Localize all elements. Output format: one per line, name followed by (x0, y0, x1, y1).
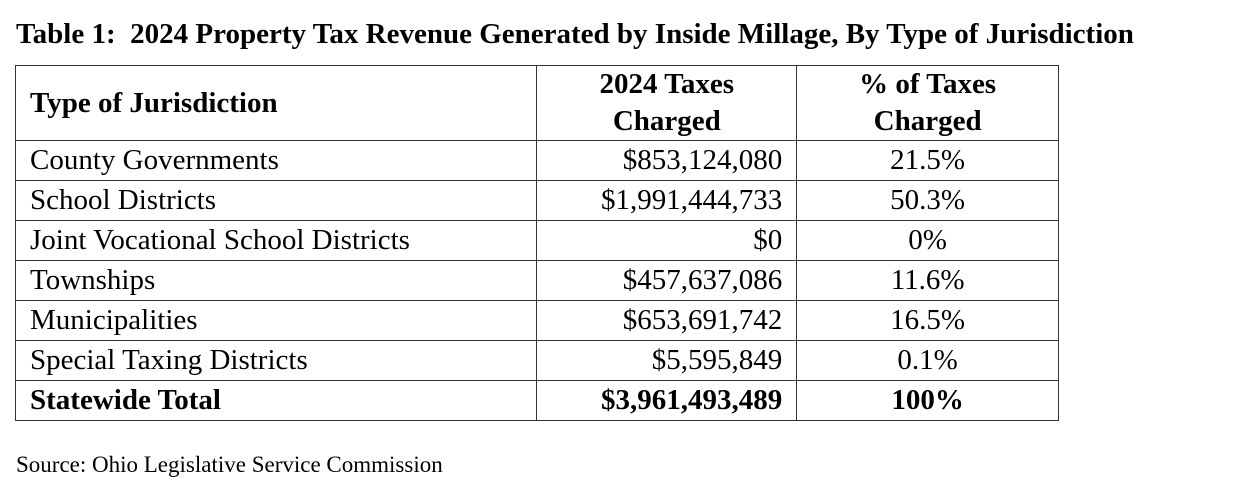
table-header-row: Type of Jurisdiction 2024 Taxes Charged %… (14, 65, 1059, 141)
row-jurisdiction: County Governments (14, 140, 538, 181)
property-tax-table: Type of Jurisdiction 2024 Taxes Charged %… (14, 65, 1059, 421)
total-percent: 100% (796, 380, 1059, 421)
table-title: Table 1: 2024 Property Tax Revenue Gener… (16, 18, 1134, 50)
row-jurisdiction: School Districts (14, 180, 538, 221)
row-taxes: $853,124,080 (536, 140, 798, 181)
row-taxes: $653,691,742 (536, 300, 798, 341)
table-row: Municipalities $653,691,742 16.5% (14, 300, 1059, 341)
row-taxes: $457,637,086 (536, 260, 798, 301)
header-percent-charged: % of Taxes Charged (796, 65, 1059, 141)
header-pct-line2: Charged (873, 105, 982, 137)
header-taxes-charged: 2024 Taxes Charged (536, 65, 798, 141)
total-taxes: $3,961,493,489 (536, 380, 798, 421)
row-percent: 11.6% (796, 260, 1059, 301)
row-jurisdiction: Special Taxing Districts (14, 340, 538, 381)
row-percent: 0.1% (796, 340, 1059, 381)
source-note: Source: Ohio Legislative Service Commiss… (16, 452, 443, 477)
table-row: Joint Vocational School Districts $0 0% (14, 220, 1059, 261)
row-taxes: $0 (536, 220, 798, 261)
table-row: Townships $457,637,086 11.6% (14, 260, 1059, 301)
row-percent: 50.3% (796, 180, 1059, 221)
row-jurisdiction: Joint Vocational School Districts (14, 220, 538, 261)
table-total-row: Statewide Total $3,961,493,489 100% (14, 380, 1059, 421)
row-taxes: $5,595,849 (536, 340, 798, 381)
row-percent: 21.5% (796, 140, 1059, 181)
total-label: Statewide Total (14, 380, 538, 421)
header-pct-line1: % of Taxes (859, 68, 997, 100)
row-jurisdiction: Municipalities (14, 300, 538, 341)
header-taxes-line2: Charged (612, 105, 721, 137)
header-jurisdiction: Type of Jurisdiction (14, 65, 538, 141)
row-percent: 0% (796, 220, 1059, 261)
row-jurisdiction: Townships (14, 260, 538, 301)
table-row: County Governments $853,124,080 21.5% (14, 140, 1059, 181)
table-row: Special Taxing Districts $5,595,849 0.1% (14, 340, 1059, 381)
row-percent: 16.5% (796, 300, 1059, 341)
header-taxes-line1: 2024 Taxes (599, 68, 735, 100)
table-row: School Districts $1,991,444,733 50.3% (14, 180, 1059, 221)
row-taxes: $1,991,444,733 (536, 180, 798, 221)
